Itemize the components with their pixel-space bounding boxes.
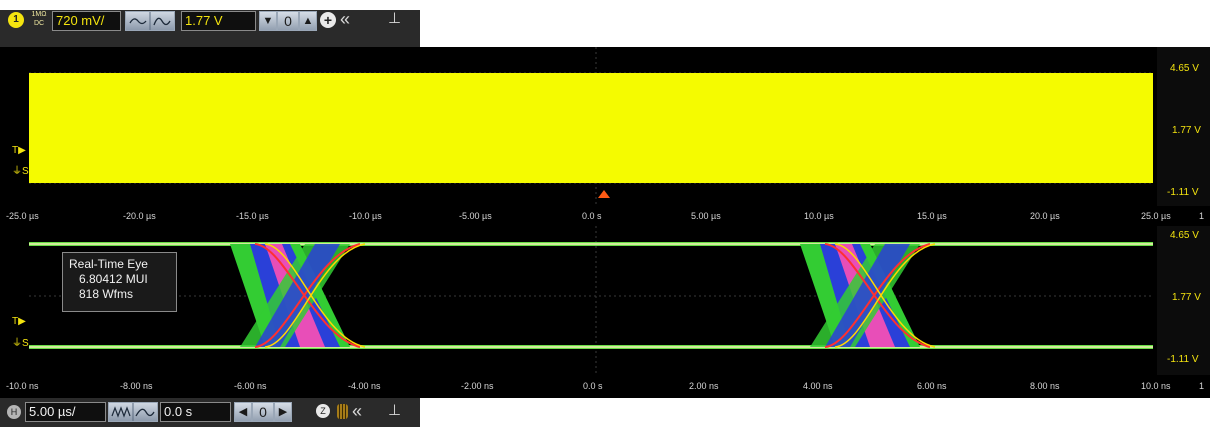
- lower-time-axis: -10.0 ns -8.00 ns -6.00 ns -4.00 ns -2.0…: [0, 375, 1210, 398]
- waveform-scale-buttons[interactable]: [125, 11, 175, 31]
- eye-measurement-box: Real-Time Eye 6.80412 MUI 818 Wfms: [62, 252, 177, 312]
- lower-time-label: -10.0 ns: [6, 381, 39, 391]
- upper-v-top-label: 4.65 V: [1170, 63, 1199, 74]
- offset-down-button[interactable]: ▼: [259, 11, 277, 31]
- upper-time-axis: -25.0 µs -20.0 µs -15.0 µs -10.0 µs -5.0…: [0, 206, 1210, 226]
- delay-field[interactable]: 0.0 s: [160, 402, 231, 422]
- eye-mui-value: 6.80412 MUI: [79, 272, 148, 286]
- upper-time-label: 20.0 µs: [1030, 211, 1060, 221]
- lower-v-mid-label: 1.77 V: [1172, 292, 1201, 303]
- trigger-position-marker[interactable]: [598, 190, 610, 198]
- add-plus-icon[interactable]: +: [320, 12, 336, 28]
- upper-time-label: -20.0 µs: [123, 211, 156, 221]
- eye-title: Real-Time Eye: [69, 257, 148, 271]
- lower-time-label: -2.00 ns: [461, 381, 494, 391]
- delay-right-button[interactable]: ▶: [274, 402, 292, 422]
- channel-1-indicator[interactable]: 1: [8, 12, 24, 28]
- wave-icon: [129, 12, 171, 30]
- upper-v-mid-label: 1.77 V: [1172, 125, 1201, 136]
- horizontal-indicator[interactable]: H: [7, 405, 21, 419]
- offset-field[interactable]: 1.77 V: [181, 11, 256, 31]
- collapse-double-chevron-icon[interactable]: «: [340, 9, 351, 29]
- zoom-icon[interactable]: Z: [316, 404, 330, 418]
- lower-time-label: 8.00 ns: [1030, 381, 1060, 391]
- trigger-level-icon: T▶: [12, 145, 26, 156]
- lower-time-label: 0.0 s: [583, 381, 603, 391]
- upper-time-label: 15.0 µs: [917, 211, 947, 221]
- time-per-div-field[interactable]: 5.00 µs/: [25, 402, 106, 422]
- lower-time-label: 6.00 ns: [917, 381, 947, 391]
- upper-v-bot-label: -1.11 V: [1167, 187, 1199, 198]
- lower-v-top-label: 4.65 V: [1170, 230, 1199, 241]
- upper-time-label: -25.0 µs: [6, 211, 39, 221]
- pin-icon[interactable]: ⊥: [388, 10, 402, 27]
- eye-crossing-1: [230, 243, 366, 348]
- pin-icon[interactable]: ⊥: [388, 402, 402, 419]
- upper-time-label: -15.0 µs: [236, 211, 269, 221]
- lower-time-label: -6.00 ns: [234, 381, 267, 391]
- delay-left-button[interactable]: ◀: [234, 402, 252, 422]
- dc-label: DC: [33, 20, 45, 27]
- collapse-double-chevron-icon[interactable]: «: [352, 401, 363, 421]
- delay-zero-button[interactable]: 0: [252, 402, 274, 422]
- timebase-scale-buttons[interactable]: [108, 402, 158, 422]
- wave-icon: [111, 403, 155, 421]
- lower-time-label: -4.00 ns: [348, 381, 381, 391]
- upper-time-label: 25.0 µs: [1141, 211, 1171, 221]
- lower-time-label: -8.00 ns: [120, 381, 153, 391]
- lower-right-tick: 1: [1199, 381, 1205, 391]
- impedance-label: 1MΩ: [31, 11, 47, 18]
- upper-waveform-trace: [29, 73, 1153, 183]
- upper-time-label: 0.0 s: [582, 211, 602, 221]
- eye-wfms-count: 818 Wfms: [79, 287, 134, 301]
- coupling-label: 1MΩ DC: [30, 10, 48, 28]
- ground-marker-icon: ⏚S: [12, 166, 29, 177]
- ground-marker-icon: ⏚S: [12, 338, 29, 349]
- trigger-level-icon: T▶: [12, 316, 26, 327]
- volts-per-div-field[interactable]: 720 mV/: [52, 11, 121, 31]
- lower-time-label: 10.0 ns: [1141, 381, 1171, 391]
- upper-right-tick: 1: [1199, 211, 1205, 221]
- upper-time-label: 5.00 µs: [691, 211, 721, 221]
- offset-up-button[interactable]: ▲: [299, 11, 317, 31]
- upper-voltage-scale: [1157, 47, 1210, 206]
- eye-diagram-grid[interactable]: [0, 226, 1210, 375]
- lower-time-label: 4.00 ns: [803, 381, 833, 391]
- acquisition-bars-icon[interactable]: [337, 404, 348, 419]
- eye-diagram-plot: [29, 226, 1153, 375]
- eye-crossing-2: [800, 243, 936, 348]
- lower-voltage-scale: [1157, 226, 1210, 375]
- upper-time-label: 10.0 µs: [804, 211, 834, 221]
- upper-time-label: -10.0 µs: [349, 211, 382, 221]
- lower-time-label: 2.00 ns: [689, 381, 719, 391]
- upper-time-label: -5.00 µs: [459, 211, 492, 221]
- lower-v-bot-label: -1.11 V: [1167, 354, 1199, 365]
- offset-zero-button[interactable]: 0: [277, 11, 299, 31]
